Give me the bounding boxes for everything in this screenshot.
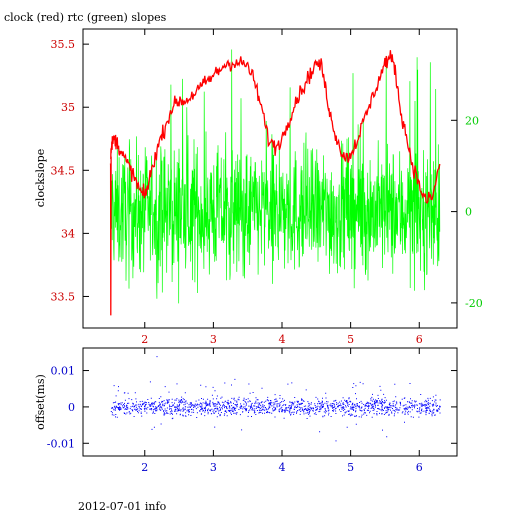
rtc-slope-trace <box>110 49 441 304</box>
top-right-y-axis: -20 0 20 <box>451 114 483 310</box>
x-tick-label: 3 <box>210 461 217 474</box>
offset-series <box>110 356 441 442</box>
top-left-y-axis: 33.5 34 34.5 35 35.5 <box>51 38 89 303</box>
footer-date-info: 2012-07-01 info <box>78 500 167 512</box>
offset-panel: 2 3 4 5 6 -0.01 0 0.01 offset(ms) <box>34 347 458 474</box>
top-y-axis-label: clockslope <box>34 149 47 207</box>
y-tick-label: 33.5 <box>51 290 76 303</box>
x-tick-label: 6 <box>416 333 423 346</box>
y-tick-label: 34 <box>61 227 75 240</box>
x-tick-label: 3 <box>210 333 217 346</box>
y-tick-label: 0.01 <box>51 365 76 378</box>
x-tick-label: 5 <box>347 461 354 474</box>
y2-tick-label: 20 <box>465 114 479 127</box>
rtc-slope-series <box>110 49 441 304</box>
clock-slope-series <box>109 50 441 316</box>
x-tick-label: 2 <box>141 461 148 474</box>
y2-tick-label: -20 <box>465 297 483 310</box>
top-x-axis: 2 3 4 5 6 <box>141 29 423 346</box>
bottom-x-axis: 2 3 4 5 6 <box>141 348 423 474</box>
y-tick-label: 35 <box>61 101 75 114</box>
chart-title: clock (red) rtc (green) slopes <box>4 11 167 24</box>
x-tick-label: 5 <box>347 333 354 346</box>
bottom-y-axis-label: offset(ms) <box>34 374 47 430</box>
x-tick-label: 6 <box>416 461 423 474</box>
top-plot-frame <box>82 28 458 329</box>
offset-points <box>110 356 441 442</box>
bottom-plot-frame <box>82 347 458 457</box>
y2-tick-label: 0 <box>465 206 472 219</box>
x-tick-label: 4 <box>279 461 286 474</box>
x-tick-label: 4 <box>279 333 286 346</box>
y-tick-label: 35.5 <box>51 38 76 51</box>
y-tick-label: 34.5 <box>51 164 76 177</box>
y-tick-label: -0.01 <box>47 437 75 450</box>
x-tick-label: 2 <box>141 333 148 346</box>
y-tick-label: 0 <box>68 401 75 414</box>
bottom-y-axis: -0.01 0 0.01 <box>47 365 457 450</box>
